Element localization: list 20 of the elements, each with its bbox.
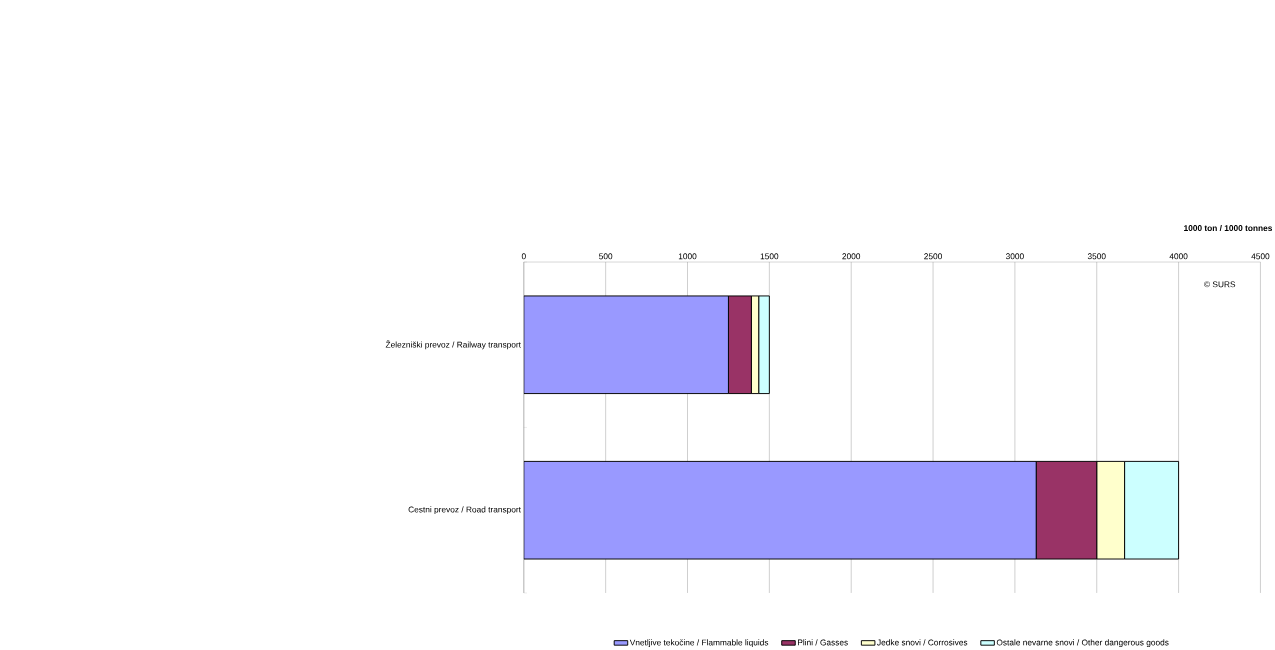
x-tick-label: 0 — [521, 253, 526, 260]
legend-label: Ostale nevarne snovi / Other dangerous goods — [996, 639, 1169, 648]
y-tick-label: Železniški prevoz / Railway transport — [385, 340, 521, 350]
x-tick-label: 2000 — [842, 253, 861, 260]
legend-label: Vnetljive tekočine / Flammable liquids — [629, 639, 769, 648]
legend-label: Plini / Gasses — [798, 639, 848, 646]
legend-label: Jedke snovi / Corrosives — [877, 639, 968, 646]
x-axis-title: 1000 ton / 1000 tonnes — [1184, 225, 1273, 232]
x-tick-label: 4000 — [1169, 253, 1188, 260]
x-tick-label: 1500 — [760, 253, 779, 260]
y-tick-label: Cestni prevoz / Road transport — [408, 506, 521, 515]
x-tick-label: 3000 — [1005, 253, 1024, 260]
x-tick-label: 2500 — [924, 253, 942, 260]
bar — [523, 295, 729, 395]
bar — [523, 461, 1037, 560]
x-tick-label: 1000 — [678, 253, 697, 260]
x-tick-label: 4500 — [1251, 253, 1270, 260]
annotation: © SURS — [1204, 281, 1236, 288]
x-tick-label: 3500 — [1087, 253, 1106, 260]
x-tick-label: 500 — [599, 253, 613, 260]
